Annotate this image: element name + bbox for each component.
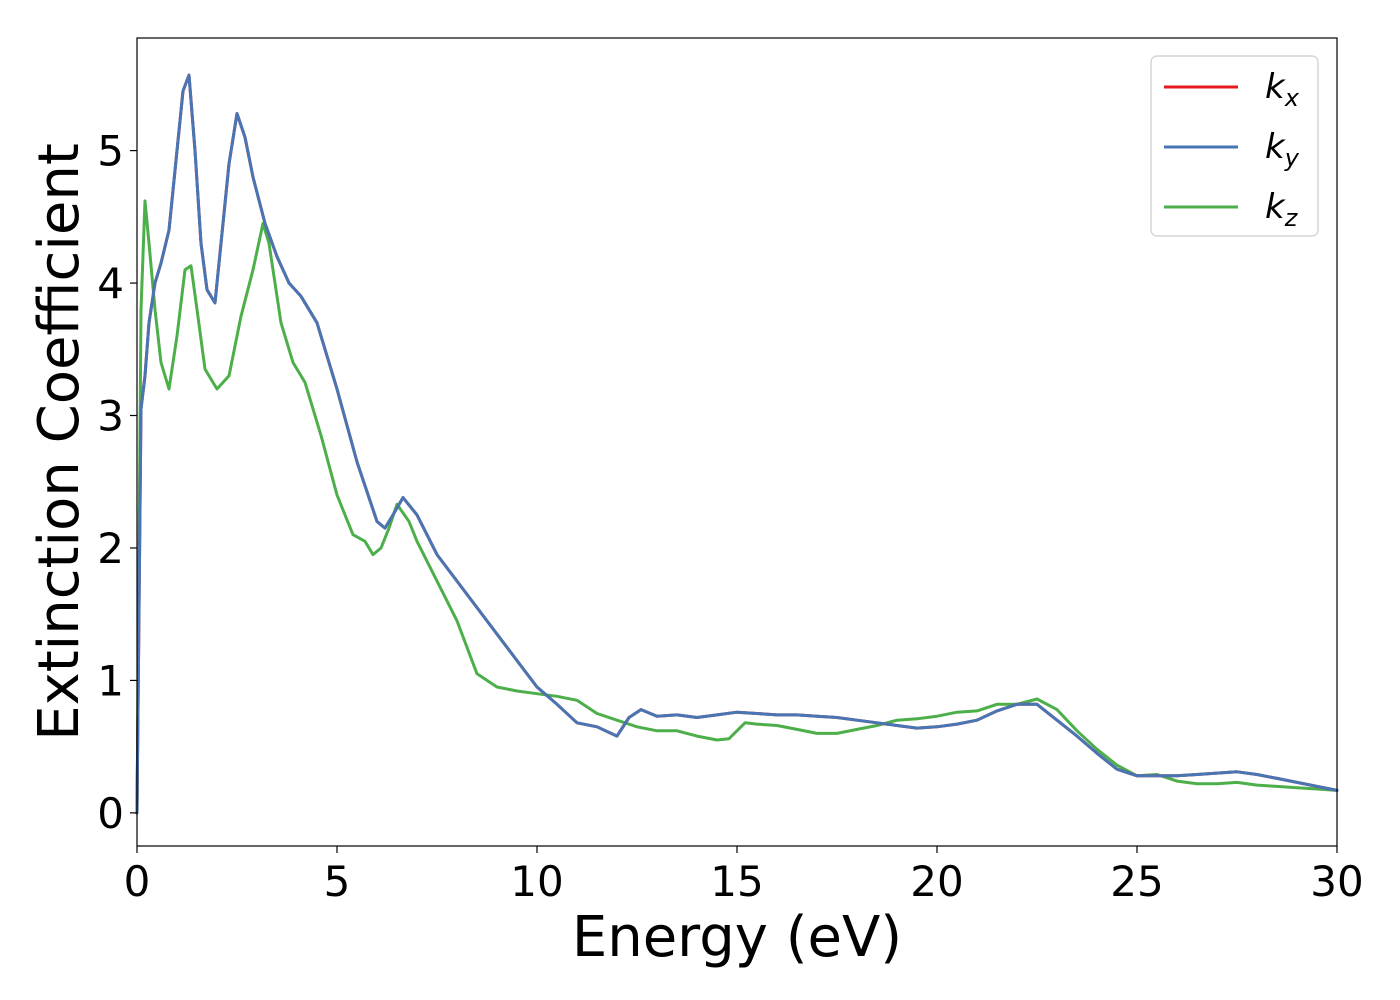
y-tick-label: 1 <box>97 656 124 705</box>
x-tick-label: 30 <box>1310 857 1363 906</box>
legend-label-ky: ky <box>1265 127 1300 172</box>
y-tick-label: 3 <box>97 392 124 441</box>
x-tick-label: 5 <box>324 857 351 906</box>
legend-label-kz: kz <box>1265 187 1299 232</box>
y-tick-label: 4 <box>97 259 124 308</box>
series-line-ky <box>135 73 1339 815</box>
legend: kx ky kz <box>1150 55 1319 237</box>
x-tick-label: 0 <box>124 857 151 906</box>
x-tick-label: 25 <box>1110 857 1163 906</box>
series-layer <box>135 73 1339 815</box>
y-tick-label: 5 <box>97 127 124 176</box>
x-axis-label: Energy (eV) <box>572 905 902 970</box>
legend-label-kx: kx <box>1265 67 1300 112</box>
series-line-kz <box>135 199 1339 815</box>
x-tick-label: 20 <box>910 857 963 906</box>
x-tick-label: 15 <box>710 857 763 906</box>
y-axis-label: Extinction Coefficient <box>27 143 92 741</box>
x-tick-label: 10 <box>510 857 563 906</box>
y-tick-label: 2 <box>97 524 124 573</box>
y-tick-label: 0 <box>97 789 124 838</box>
ticks-layer: 0 5 10 15 20 25 30 0 1 2 3 4 5 <box>97 127 1363 906</box>
